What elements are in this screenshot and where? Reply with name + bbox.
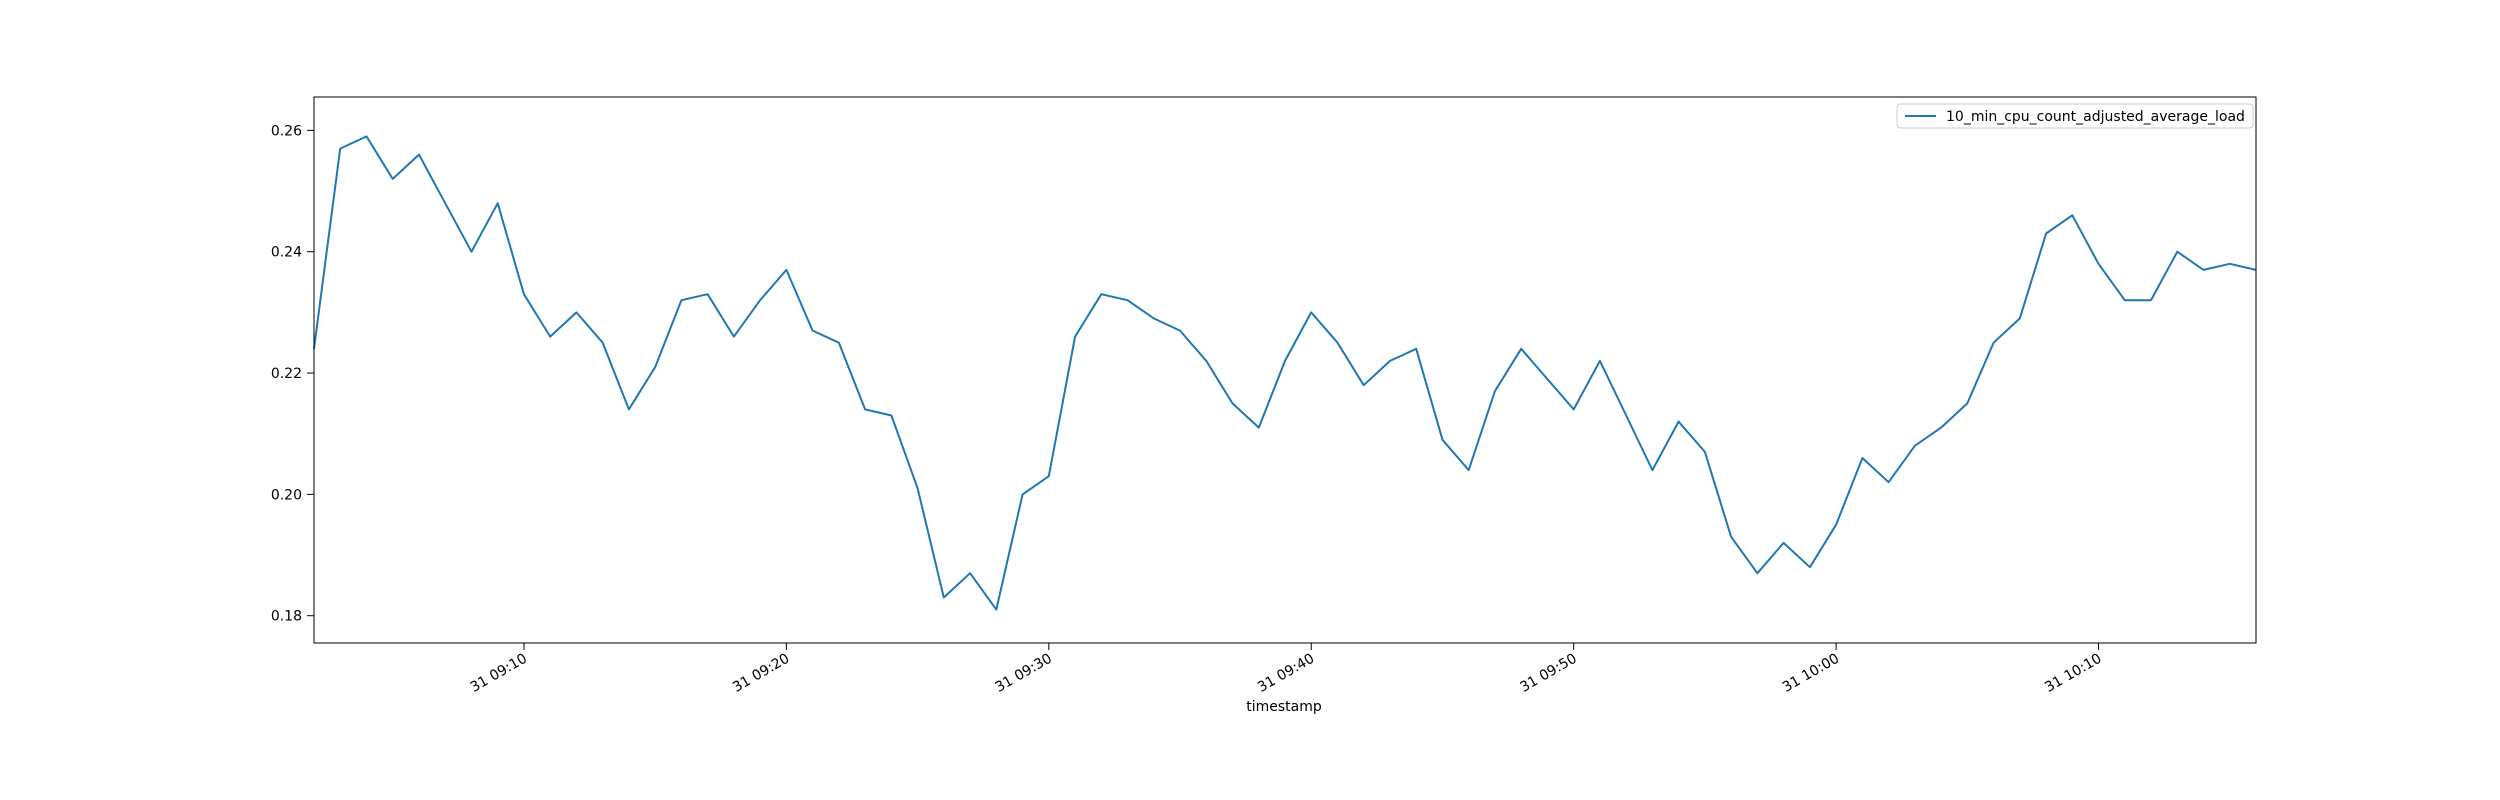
axes: 0.18 0.20 0.22 0.24 0.26 31 09:10 31 09:20 31 0… [271,96,2257,696]
legend-box [1896,103,2254,129]
x-tick-label: 31 09:10 [468,651,530,696]
x-tick-label: 31 09:50 [1517,651,1579,696]
x-tick-label: 31 09:20 [730,651,792,696]
x-tick-label: 31 10:10 [2042,651,2104,696]
y-tick-label: 0.26 [271,123,302,139]
x-tick-label: 31 09:40 [1255,651,1317,696]
x-tick-label: 31 09:30 [993,651,1055,696]
axes-frame [313,96,2257,644]
plot-area [313,135,2257,611]
y-tick-label: 0.18 [271,609,302,625]
legend: 10_min_cpu_count_adjusted_average_load [1896,103,2254,129]
y-tick-label: 0.24 [271,245,302,261]
x-axis-label: timestamp [1246,699,1322,715]
y-tick-label: 0.20 [271,487,302,503]
series-line [313,135,2257,611]
x-tick-label: 31 10:00 [1780,651,1842,696]
legend-label: 10_min_cpu_count_adjusted_average_load [1946,109,2245,125]
y-tick-label: 0.22 [271,366,302,382]
